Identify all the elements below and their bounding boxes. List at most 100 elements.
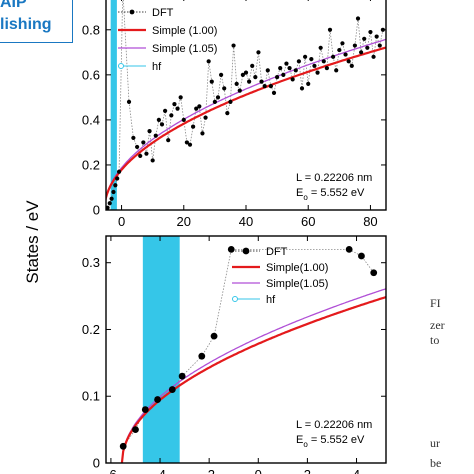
dft-point: [191, 124, 196, 129]
dft-point: [107, 201, 112, 206]
dft-point: [240, 72, 245, 77]
publisher-logo: AIP lishing: [0, 0, 73, 43]
dft-point: [243, 70, 249, 75]
caption-line-1: FI: [430, 296, 441, 310]
legend-label: hf: [152, 61, 162, 73]
dft-point: [154, 396, 161, 403]
dft-point: [113, 183, 118, 188]
dft-point: [219, 72, 224, 77]
plot-frame: [105, 235, 387, 464]
dft-point: [206, 59, 211, 64]
dft-point: [293, 68, 298, 73]
dft-point: [287, 65, 292, 71]
dft-point: [209, 79, 214, 84]
dft-point: [309, 56, 314, 62]
x-tick-label: 0: [255, 467, 262, 474]
dft-point: [247, 79, 252, 84]
dft-point: [374, 34, 379, 39]
y-tick-label: 0.6: [82, 67, 100, 82]
dft-point: [225, 111, 230, 116]
legend-label: Simple (1.00): [152, 25, 217, 37]
dft-point: [169, 113, 174, 118]
dft-point: [203, 115, 208, 120]
top-panel: 0 20 40 60 80 0 0.2 0.4 0.6 0.8 DFT Simple (1.00) Si…: [82, 0, 387, 229]
caption-line-5: be: [430, 456, 442, 470]
dft-point: [262, 84, 267, 89]
dft-point: [370, 269, 378, 277]
y-tick-label: 0: [93, 203, 100, 218]
dft-point: [141, 406, 149, 413]
simple-105-curve: [121, 288, 386, 463]
x-tick-label: 4: [353, 467, 360, 474]
dft-point: [284, 61, 289, 66]
dft-point: [150, 158, 155, 163]
dft-point: [368, 29, 373, 35]
x-tick-label: 80: [363, 214, 377, 229]
dft-point: [159, 122, 165, 127]
caption-line-2: zer: [430, 318, 445, 332]
dft-point: [337, 47, 342, 53]
legend-marker: [129, 9, 135, 15]
dft-point: [194, 106, 199, 111]
dft-point: [119, 442, 127, 450]
dft-point: [340, 41, 345, 46]
dft-point: [227, 245, 235, 253]
dft-point: [343, 52, 348, 57]
legend-label: hf: [266, 294, 276, 306]
dft-point: [334, 68, 339, 73]
legend-label: DFT: [152, 7, 174, 19]
annotation-length: L = 0.22206 nm: [296, 419, 372, 431]
dft-point: [135, 144, 140, 150]
dft-point: [315, 70, 320, 75]
dft-point: [156, 117, 161, 122]
dft-point: [318, 45, 323, 50]
dft-point: [321, 59, 326, 64]
dft-point: [345, 245, 353, 253]
dft-point: [175, 106, 180, 111]
simple-100-curve: [106, 46, 386, 206]
logo-text: lishing: [0, 16, 52, 33]
dft-point: [228, 99, 233, 104]
y-tick-label: 0.2: [82, 157, 100, 172]
dft-point: [200, 131, 205, 136]
dft-point: [358, 252, 365, 260]
dft-point: [181, 117, 186, 122]
dft-point: [355, 16, 361, 21]
y-tick-label: 0.3: [82, 255, 100, 270]
dft-point: [126, 99, 132, 104]
annotation-energy: Eo = 5.552 eV: [296, 434, 365, 449]
dft-point: [365, 45, 370, 50]
legend-marker: [242, 247, 250, 255]
dft-point: [215, 95, 221, 100]
dft-point: [290, 77, 295, 82]
dft-point: [178, 95, 183, 100]
dft-point: [271, 90, 277, 95]
dft-point: [131, 135, 136, 141]
dft-point: [362, 36, 367, 41]
dft-point: [210, 332, 218, 340]
legend-label: Simple (1.05): [152, 43, 217, 55]
dft-point: [222, 86, 227, 91]
y-tick-label: 0: [93, 456, 100, 471]
dft-point: [116, 169, 122, 174]
dft-point: [115, 176, 120, 181]
plot-area: [119, 236, 386, 463]
dft-point: [168, 386, 176, 393]
plot-area: [106, 0, 386, 210]
logo-partial-text: AIP: [0, 0, 27, 11]
dft-point: [197, 104, 202, 109]
dft-point: [346, 59, 351, 64]
dft-point: [163, 108, 168, 113]
x-tick-label: -4: [154, 467, 166, 474]
legend-label: Simple(1.05): [266, 278, 328, 290]
dft-point: [237, 88, 242, 93]
dft-point: [275, 74, 280, 80]
dft-point: [331, 54, 336, 59]
dft-point: [144, 151, 149, 156]
dft-point: [138, 153, 143, 159]
legend-label: Simple(1.00): [266, 262, 328, 274]
legend-marker: [232, 296, 238, 302]
dft-point: [231, 43, 236, 48]
bottom-panel: -6 -4 -2 0 2 4 0 0.1 0.2 0.3 DFT Simple(1.00) Simple…: [82, 235, 387, 474]
